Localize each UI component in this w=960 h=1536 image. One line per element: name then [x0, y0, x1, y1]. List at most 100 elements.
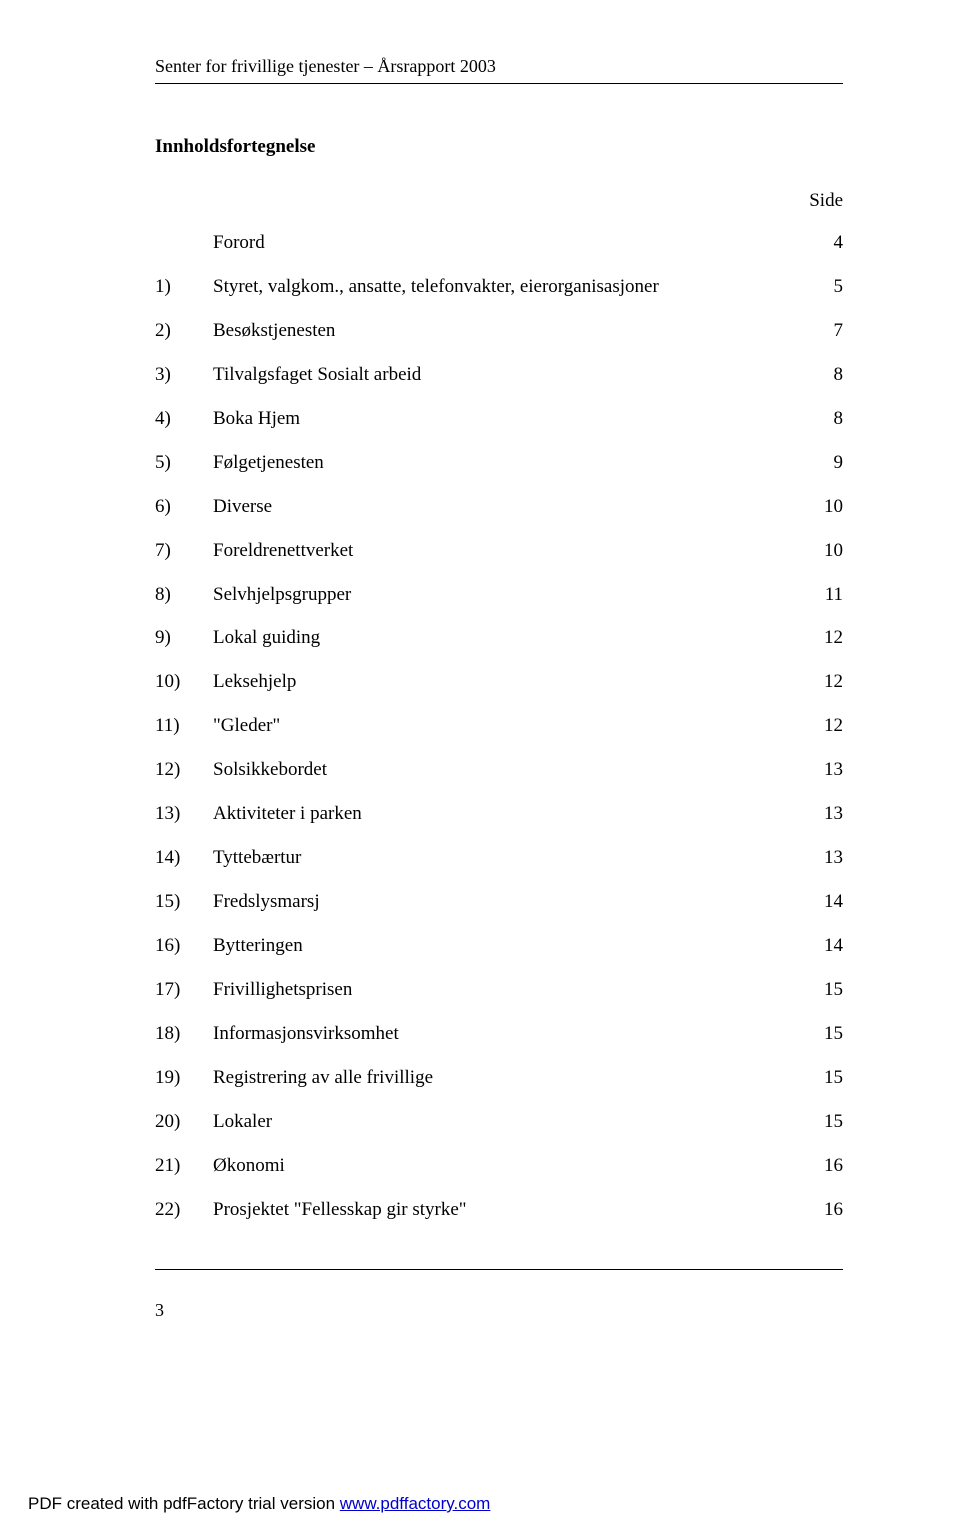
toc-number: 19)	[155, 1063, 213, 1092]
toc-list: 1)Styret, valgkom., ansatte, telefonvakt…	[155, 272, 845, 1224]
toc-number: 18)	[155, 1019, 213, 1048]
toc-row: 20)Lokaler15	[155, 1107, 843, 1136]
toc-text: Lokaler	[213, 1107, 803, 1136]
toc-page: 14	[803, 931, 843, 960]
toc-number: 9)	[155, 623, 213, 652]
toc-row: 8)Selvhjelpsgrupper11	[155, 580, 843, 609]
toc-text: "Gleder"	[213, 711, 803, 740]
toc-number: 5)	[155, 448, 213, 477]
toc-text: Foreldrenettverket	[213, 536, 803, 565]
toc-text: Registrering av alle frivillige	[213, 1063, 803, 1092]
toc-page: 12	[803, 623, 843, 652]
toc-number: 14)	[155, 843, 213, 872]
toc-number: 11)	[155, 711, 213, 740]
toc-number: 8)	[155, 580, 213, 609]
toc-page: 5	[803, 272, 843, 301]
toc-row: 15)Fredslysmarsj14	[155, 887, 843, 916]
toc-page: 13	[803, 799, 843, 828]
toc-page: 15	[803, 1107, 843, 1136]
footer-link[interactable]: www.pdffactory.com	[340, 1494, 491, 1513]
pdf-footer: PDF created with pdfFactory trial versio…	[28, 1494, 490, 1514]
toc-text: Besøkstjenesten	[213, 316, 803, 345]
toc-text: Informasjonsvirksomhet	[213, 1019, 803, 1048]
toc-page: 11	[803, 580, 843, 609]
toc-row: 16)Bytteringen14	[155, 931, 843, 960]
toc-row: 18)Informasjonsvirksomhet15	[155, 1019, 843, 1048]
toc-row: 3)Tilvalgsfaget Sosialt arbeid8	[155, 360, 843, 389]
toc-text: Følgetjenesten	[213, 448, 803, 477]
toc-text: Boka Hjem	[213, 404, 803, 433]
toc-row: 7)Foreldrenettverket10	[155, 536, 843, 565]
divider-top	[155, 83, 843, 84]
toc-page: 15	[803, 975, 843, 1004]
toc-number: 17)	[155, 975, 213, 1004]
toc-page: 12	[803, 711, 843, 740]
toc-page: 10	[803, 536, 843, 565]
toc-number: 22)	[155, 1195, 213, 1224]
page-number: 3	[155, 1300, 845, 1321]
toc-number: 15)	[155, 887, 213, 916]
toc-page: 7	[803, 316, 843, 345]
toc-text: Frivillighetsprisen	[213, 975, 803, 1004]
toc-text: Bytteringen	[213, 931, 803, 960]
toc-text: Styret, valgkom., ansatte, telefonvakter…	[213, 272, 803, 301]
toc-row: 5)Følgetjenesten9	[155, 448, 843, 477]
footer-text: PDF created with pdfFactory trial versio…	[28, 1494, 340, 1513]
toc-text: Prosjektet "Fellesskap gir styrke"	[213, 1195, 803, 1224]
toc-number: 13)	[155, 799, 213, 828]
toc-text: Aktiviteter i parken	[213, 799, 803, 828]
toc-number: 12)	[155, 755, 213, 784]
toc-title: Innholdsfortegnelse	[155, 136, 845, 158]
toc-page: 16	[803, 1151, 843, 1180]
toc-row: 11)"Gleder"12	[155, 711, 843, 740]
toc-row: 2)Besøkstjenesten7	[155, 316, 843, 345]
divider-bottom	[155, 1269, 843, 1270]
toc-text: Diverse	[213, 492, 803, 521]
toc-row: 22)Prosjektet "Fellesskap gir styrke"16	[155, 1195, 843, 1224]
toc-row: 6)Diverse10	[155, 492, 843, 521]
toc-text: Selvhjelpsgrupper	[213, 580, 803, 609]
toc-row: 10)Leksehjelp12	[155, 667, 843, 696]
toc-page: 16	[803, 1195, 843, 1224]
toc-row-forord: Forord 4	[155, 228, 843, 257]
toc-text: Fredslysmarsj	[213, 887, 803, 916]
toc-row: 4)Boka Hjem8	[155, 404, 843, 433]
toc-page: 10	[803, 492, 843, 521]
toc-page: 13	[803, 843, 843, 872]
toc-number: 4)	[155, 404, 213, 433]
side-column-label: Side	[155, 190, 843, 212]
toc-row: 9)Lokal guiding12	[155, 623, 843, 652]
toc-text: Tilvalgsfaget Sosialt arbeid	[213, 360, 803, 389]
running-header: Senter for frivillige tjenester – Årsrap…	[155, 56, 845, 77]
toc-text: Forord	[213, 228, 803, 257]
toc-number: 3)	[155, 360, 213, 389]
toc-number: 16)	[155, 931, 213, 960]
toc-row: 1)Styret, valgkom., ansatte, telefonvakt…	[155, 272, 843, 301]
toc-page: 15	[803, 1063, 843, 1092]
toc-row: 14)Tyttebærtur13	[155, 843, 843, 872]
toc-text: Solsikkebordet	[213, 755, 803, 784]
toc-number: 6)	[155, 492, 213, 521]
toc-page: 8	[803, 360, 843, 389]
toc-text: Lokal guiding	[213, 623, 803, 652]
toc-page: 9	[803, 448, 843, 477]
toc-number: 21)	[155, 1151, 213, 1180]
toc-row: 21)Økonomi16	[155, 1151, 843, 1180]
toc-page: 4	[803, 228, 843, 257]
toc-row: 19)Registrering av alle frivillige15	[155, 1063, 843, 1092]
toc-text: Tyttebærtur	[213, 843, 803, 872]
toc-page: 8	[803, 404, 843, 433]
toc-page: 14	[803, 887, 843, 916]
toc-page: 15	[803, 1019, 843, 1048]
toc-page: 13	[803, 755, 843, 784]
toc-row: 17)Frivillighetsprisen15	[155, 975, 843, 1004]
toc-row: 12)Solsikkebordet13	[155, 755, 843, 784]
toc-number: 10)	[155, 667, 213, 696]
toc-number: 2)	[155, 316, 213, 345]
toc-number: 7)	[155, 536, 213, 565]
toc-text: Økonomi	[213, 1151, 803, 1180]
toc-page: 12	[803, 667, 843, 696]
toc-number: 20)	[155, 1107, 213, 1136]
toc-row: 13)Aktiviteter i parken13	[155, 799, 843, 828]
toc-number: 1)	[155, 272, 213, 301]
